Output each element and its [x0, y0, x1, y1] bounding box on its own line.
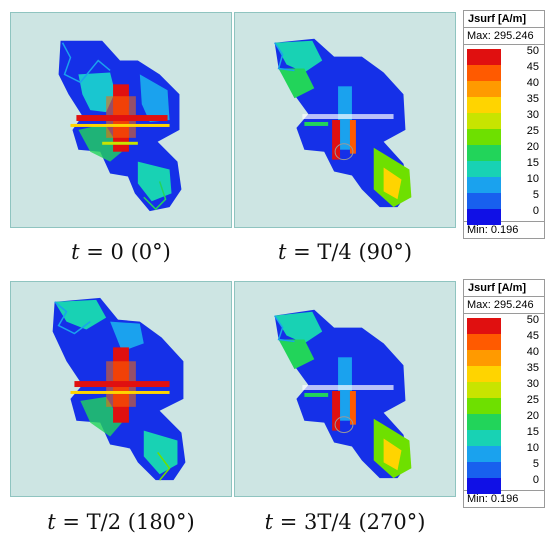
caption-variable: t — [71, 240, 80, 264]
field-plot-t0 — [10, 12, 232, 228]
legend-swatch — [467, 446, 501, 462]
legend-tick: 30 — [526, 378, 539, 390]
legend-swatch — [467, 318, 501, 334]
current-distribution-t-quarter — [274, 38, 412, 208]
legend-tick: 45 — [526, 61, 539, 73]
legend-swatch — [467, 161, 501, 177]
legend-swatch — [467, 81, 501, 97]
field-plot-t-half — [10, 281, 232, 497]
legend-tick: 20 — [526, 141, 539, 153]
legend-tick: 15 — [526, 157, 539, 169]
caption-text: = T/4 (90°) — [286, 240, 413, 264]
legend-title: Jsurf [A/m] — [464, 11, 544, 28]
legend-tick: 15 — [526, 426, 539, 438]
legend-swatch — [467, 350, 501, 366]
legend-swatch — [467, 366, 501, 382]
legend-tick: 35 — [526, 362, 539, 374]
legend-tick: 5 — [532, 189, 539, 201]
caption-text: = 0 (0°) — [79, 240, 171, 264]
color-legend-bottom: Jsurf [A/m] Max: 295.246 50 45 40 35 30 25 20 1… — [463, 279, 545, 508]
legend-max: Max: 295.246 — [464, 297, 544, 314]
caption-variable: t — [264, 510, 274, 534]
legend-swatch — [467, 414, 501, 430]
caption-t-quarter: t = T/4 (90°) — [234, 240, 456, 264]
legend-swatch — [467, 129, 501, 145]
legend-swatch — [467, 462, 501, 478]
legend-tick: 0 — [532, 205, 539, 217]
legend-swatch — [467, 398, 501, 414]
legend-tick: 50 — [526, 45, 539, 57]
caption-variable: t — [277, 240, 287, 264]
legend-scale: 50 45 40 35 30 25 20 15 10 5 0 — [464, 45, 544, 225]
legend-scale: 50 45 40 35 30 25 20 15 10 5 0 — [464, 314, 544, 494]
caption-t-three-quarter: t = 3T/4 (270°) — [234, 510, 456, 534]
legend-tick: 0 — [532, 474, 539, 486]
field-plot-t-quarter — [234, 12, 456, 228]
legend-tick: 20 — [526, 410, 539, 422]
caption-text: = T/2 (180°) — [55, 510, 195, 534]
legend-min: Min: 0.196 — [464, 490, 544, 507]
legend-max: Max: 295.246 — [464, 28, 544, 45]
legend-tick: 30 — [526, 109, 539, 121]
legend-swatch — [467, 65, 501, 81]
legend-swatch — [467, 209, 501, 225]
legend-swatch — [467, 113, 501, 129]
legend-min: Min: 0.196 — [464, 221, 544, 238]
legend-tick: 50 — [526, 314, 539, 326]
legend-tick: 35 — [526, 93, 539, 105]
caption-t0: t = 0 (0°) — [10, 240, 232, 264]
legend-swatch — [467, 145, 501, 161]
current-distribution-t0 — [58, 40, 182, 212]
legend-tick: 40 — [526, 77, 539, 89]
color-legend-top: Jsurf [A/m] Max: 295.246 50 45 40 35 30 25 20 1… — [463, 10, 545, 239]
legend-tick: 10 — [526, 173, 539, 185]
legend-tick: 40 — [526, 346, 539, 358]
current-distribution-t-half — [52, 297, 186, 481]
legend-title: Jsurf [A/m] — [464, 280, 544, 297]
field-plot-t-three-quarter — [234, 281, 456, 497]
legend-tick: 25 — [526, 394, 539, 406]
legend-swatch — [467, 478, 501, 494]
legend-swatch — [467, 193, 501, 209]
legend-tick: 10 — [526, 442, 539, 454]
legend-swatch — [467, 97, 501, 113]
legend-swatch — [467, 177, 501, 193]
legend-swatch — [467, 334, 501, 350]
legend-swatch — [467, 382, 501, 398]
caption-text: = 3T/4 (270°) — [273, 510, 426, 534]
legend-tick: 5 — [532, 458, 539, 470]
current-distribution-t-three-quarter — [274, 309, 412, 479]
legend-tick: 25 — [526, 125, 539, 137]
caption-t-half: t = T/2 (180°) — [10, 510, 232, 534]
legend-swatch — [467, 430, 501, 446]
legend-tick: 45 — [526, 330, 539, 342]
caption-variable: t — [47, 510, 56, 534]
legend-swatch — [467, 49, 501, 65]
